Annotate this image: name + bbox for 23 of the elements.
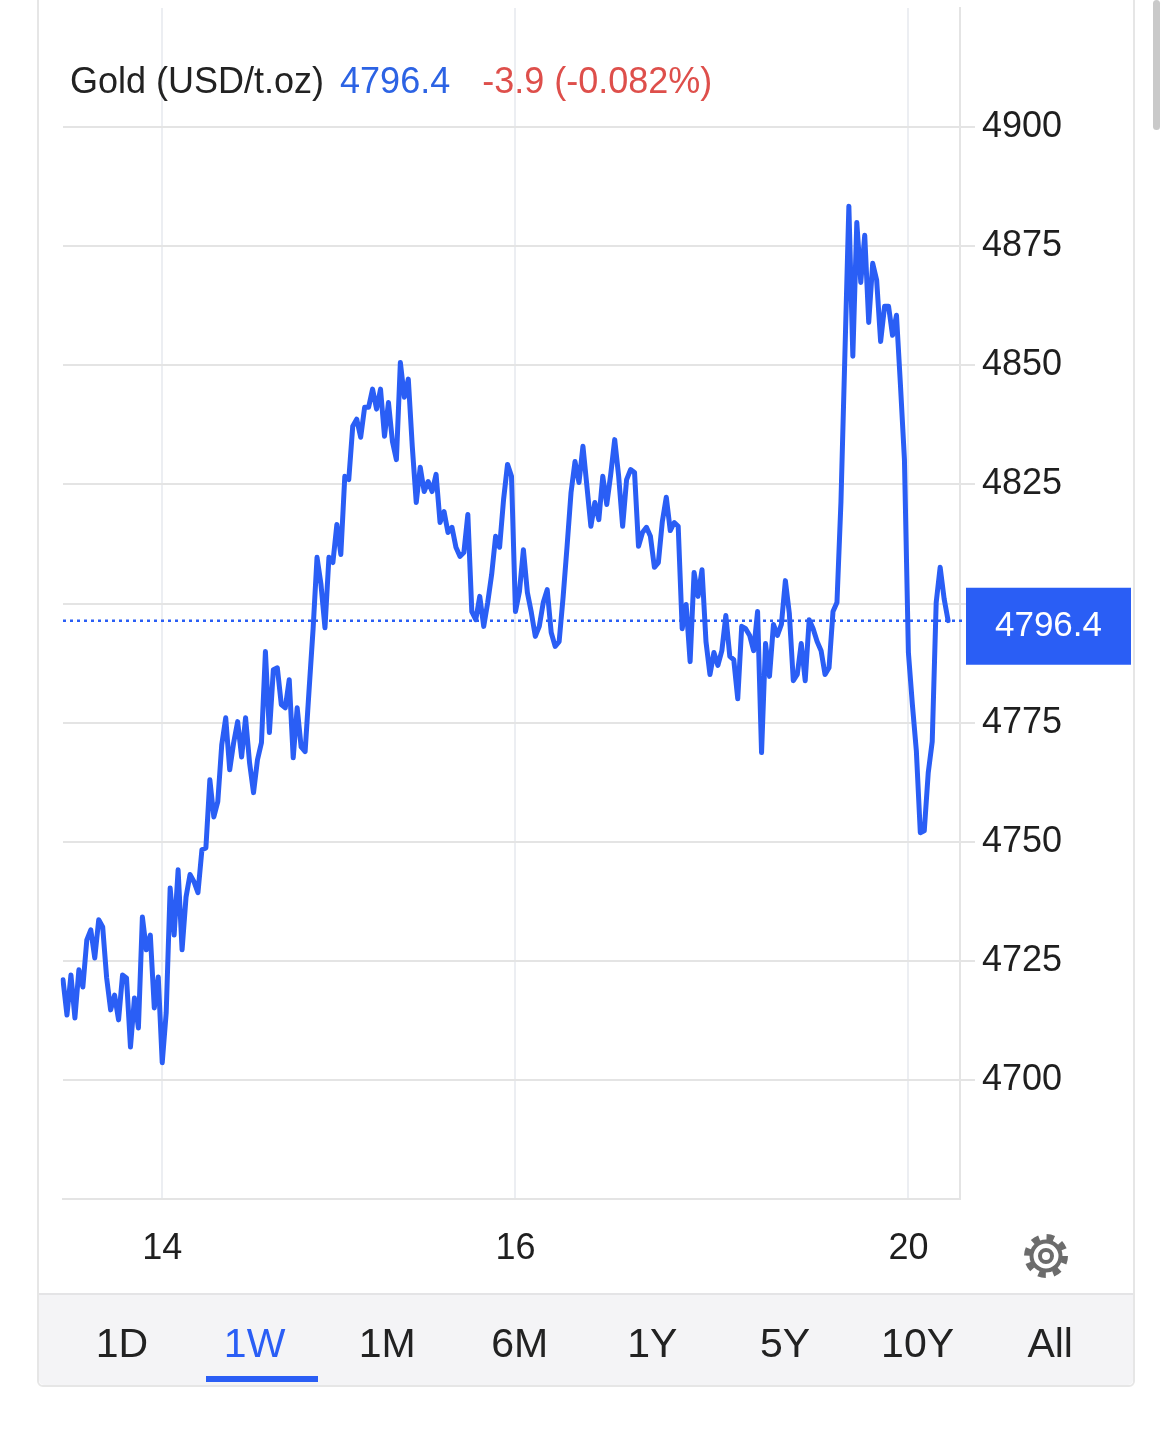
y-tick-label: 4900 <box>982 104 1063 146</box>
x-tick-label: 14 <box>142 1225 183 1267</box>
y-tick-label: 4825 <box>982 461 1063 503</box>
text: 10Y <box>881 1320 955 1366</box>
annotation: -3.9 (-0.082%) <box>482 59 713 103</box>
annotation: 4796.4 <box>340 59 451 103</box>
x-tick-label: 20 <box>888 1225 929 1267</box>
text: 1D <box>95 1320 149 1366</box>
x-tick-label: 16 <box>495 1225 536 1267</box>
text: All <box>1027 1320 1073 1366</box>
ref-line-label: 4796.4 <box>994 604 1103 644</box>
text: Gold (USD/t.oz) <box>70 59 325 103</box>
y-tick-label: 4725 <box>982 937 1063 979</box>
y-tick-label: 4700 <box>982 1056 1063 1098</box>
y-tick-label: 4875 <box>982 223 1063 265</box>
text: 6M <box>491 1320 549 1366</box>
y-tick-label: 4850 <box>982 342 1063 384</box>
text: 1W <box>223 1320 286 1366</box>
y-tick-label: 4750 <box>982 818 1063 860</box>
y-tick-label: 4775 <box>982 699 1063 741</box>
text: 1M <box>358 1320 416 1366</box>
text: 5Y <box>759 1320 811 1366</box>
text: 1Y <box>627 1320 678 1366</box>
